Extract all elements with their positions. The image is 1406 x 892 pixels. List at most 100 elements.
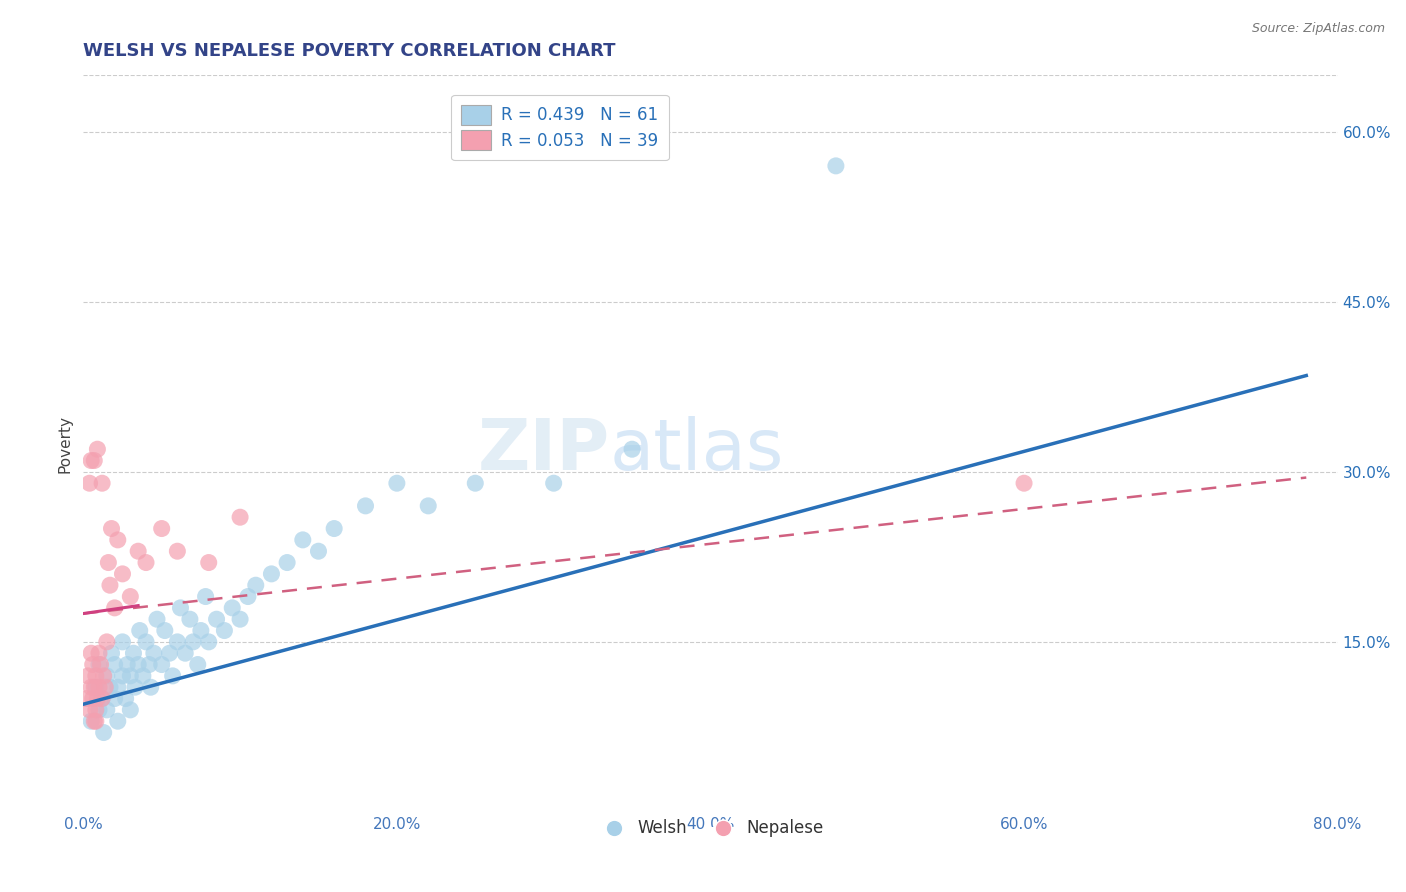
Legend: Welsh, Nepalese: Welsh, Nepalese bbox=[591, 813, 831, 844]
Point bbox=[96, 635, 118, 649]
Point bbox=[323, 522, 346, 536]
Point bbox=[245, 578, 267, 592]
Point bbox=[90, 657, 112, 672]
Point bbox=[214, 624, 236, 638]
Point bbox=[120, 590, 142, 604]
Point bbox=[111, 635, 134, 649]
Point bbox=[120, 669, 142, 683]
Point bbox=[194, 590, 217, 604]
Point bbox=[159, 646, 181, 660]
Point bbox=[100, 646, 122, 660]
Y-axis label: Poverty: Poverty bbox=[58, 415, 72, 473]
Point bbox=[1012, 476, 1035, 491]
Point bbox=[174, 646, 197, 660]
Point bbox=[111, 669, 134, 683]
Point bbox=[98, 578, 121, 592]
Point bbox=[83, 453, 105, 467]
Point bbox=[150, 657, 173, 672]
Point bbox=[83, 714, 105, 729]
Point bbox=[87, 703, 110, 717]
Point bbox=[86, 442, 108, 457]
Point bbox=[142, 646, 165, 660]
Point bbox=[135, 635, 157, 649]
Point bbox=[104, 657, 127, 672]
Point bbox=[87, 646, 110, 660]
Point bbox=[79, 476, 101, 491]
Point bbox=[166, 635, 188, 649]
Point bbox=[169, 600, 191, 615]
Point bbox=[80, 453, 103, 467]
Point bbox=[181, 635, 204, 649]
Point bbox=[80, 714, 103, 729]
Point bbox=[146, 612, 169, 626]
Point bbox=[79, 703, 101, 717]
Point bbox=[197, 635, 219, 649]
Point bbox=[87, 657, 110, 672]
Point bbox=[205, 612, 228, 626]
Point bbox=[276, 556, 298, 570]
Point bbox=[75, 691, 97, 706]
Point bbox=[229, 510, 252, 524]
Point bbox=[115, 657, 138, 672]
Point bbox=[93, 725, 115, 739]
Point bbox=[135, 556, 157, 570]
Point bbox=[166, 544, 188, 558]
Text: ZIP: ZIP bbox=[478, 417, 610, 485]
Point bbox=[91, 476, 114, 491]
Point bbox=[124, 680, 146, 694]
Point bbox=[127, 544, 149, 558]
Point bbox=[291, 533, 314, 547]
Point bbox=[98, 680, 121, 694]
Point bbox=[80, 680, 103, 694]
Point bbox=[221, 600, 243, 615]
Point bbox=[84, 669, 107, 683]
Point bbox=[100, 522, 122, 536]
Text: atlas: atlas bbox=[610, 417, 785, 485]
Point bbox=[96, 703, 118, 717]
Point bbox=[84, 714, 107, 729]
Point bbox=[83, 680, 105, 694]
Point bbox=[354, 499, 377, 513]
Point bbox=[139, 680, 162, 694]
Point bbox=[138, 657, 160, 672]
Point bbox=[96, 669, 118, 683]
Point bbox=[127, 657, 149, 672]
Point bbox=[94, 680, 117, 694]
Point bbox=[107, 533, 129, 547]
Point bbox=[107, 680, 129, 694]
Point bbox=[621, 442, 644, 457]
Point bbox=[91, 691, 114, 706]
Point bbox=[128, 624, 150, 638]
Point bbox=[80, 646, 103, 660]
Point bbox=[162, 669, 184, 683]
Point bbox=[229, 612, 252, 626]
Point bbox=[197, 556, 219, 570]
Point bbox=[543, 476, 565, 491]
Point bbox=[84, 680, 107, 694]
Point bbox=[190, 624, 212, 638]
Point bbox=[97, 556, 120, 570]
Point bbox=[114, 691, 136, 706]
Point bbox=[179, 612, 201, 626]
Text: WELSH VS NEPALESE POVERTY CORRELATION CHART: WELSH VS NEPALESE POVERTY CORRELATION CH… bbox=[83, 42, 616, 60]
Point bbox=[87, 680, 110, 694]
Point bbox=[82, 657, 104, 672]
Point bbox=[464, 476, 486, 491]
Point bbox=[236, 590, 259, 604]
Point bbox=[104, 600, 127, 615]
Point bbox=[308, 544, 330, 558]
Point bbox=[418, 499, 440, 513]
Point bbox=[385, 476, 408, 491]
Point bbox=[77, 669, 100, 683]
Point bbox=[82, 691, 104, 706]
Point bbox=[93, 669, 115, 683]
Point bbox=[120, 703, 142, 717]
Point bbox=[150, 522, 173, 536]
Point bbox=[122, 646, 145, 660]
Point bbox=[91, 691, 114, 706]
Point bbox=[132, 669, 155, 683]
Point bbox=[84, 703, 107, 717]
Point bbox=[153, 624, 176, 638]
Point bbox=[111, 566, 134, 581]
Point bbox=[187, 657, 209, 672]
